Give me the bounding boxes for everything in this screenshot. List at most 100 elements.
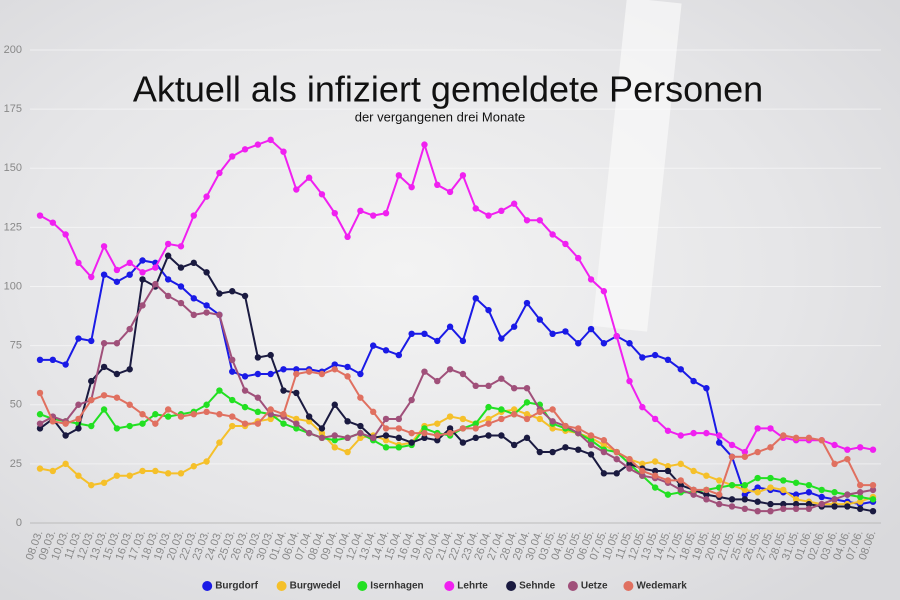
point — [549, 231, 556, 238]
point — [716, 439, 723, 446]
point — [408, 330, 415, 337]
point — [613, 470, 620, 477]
point — [446, 425, 454, 432]
point — [293, 366, 300, 373]
point — [177, 470, 185, 477]
point — [139, 302, 146, 309]
point — [113, 370, 121, 378]
legend-marker — [623, 581, 634, 591]
point — [831, 441, 838, 449]
point — [100, 340, 108, 347]
point — [805, 489, 813, 496]
point — [485, 382, 492, 390]
point — [677, 481, 684, 489]
point — [754, 474, 761, 482]
point — [75, 425, 82, 432]
legend-label: Sehnde — [519, 581, 556, 592]
point — [357, 429, 364, 437]
point — [408, 429, 415, 437]
point — [139, 269, 146, 276]
point — [677, 432, 684, 439]
point — [164, 470, 172, 477]
point — [767, 474, 774, 482]
point — [421, 429, 428, 437]
point — [780, 477, 787, 484]
point — [305, 174, 313, 181]
point — [780, 486, 787, 494]
point — [805, 434, 813, 442]
point — [100, 243, 108, 250]
point — [113, 340, 121, 347]
point — [421, 368, 428, 375]
point — [767, 507, 774, 515]
point — [639, 460, 646, 468]
legend-label: Uetze — [581, 581, 608, 592]
point — [139, 420, 146, 427]
point — [549, 425, 556, 432]
point — [434, 432, 441, 439]
point — [293, 370, 300, 378]
point — [536, 408, 543, 416]
point — [164, 292, 172, 300]
point — [100, 363, 108, 371]
point — [254, 141, 262, 148]
point — [318, 191, 326, 198]
chart-subtitle: der vergangenen drei Monate — [355, 109, 526, 124]
point — [792, 500, 800, 508]
point — [88, 337, 95, 345]
point — [216, 411, 223, 418]
point — [126, 401, 133, 408]
point — [587, 432, 595, 439]
point — [177, 264, 185, 271]
point — [177, 299, 185, 307]
point — [434, 181, 441, 189]
point — [767, 484, 774, 491]
point — [664, 427, 672, 434]
y-tick-label: 50 — [10, 399, 22, 411]
point — [485, 420, 492, 427]
point — [664, 477, 672, 484]
point — [677, 477, 684, 484]
point — [767, 425, 774, 432]
point — [434, 337, 441, 345]
point — [485, 306, 492, 314]
point — [344, 233, 351, 241]
point — [472, 382, 479, 390]
point — [267, 406, 274, 413]
point — [126, 472, 133, 479]
point — [690, 377, 697, 385]
point — [88, 273, 95, 281]
point — [395, 444, 403, 451]
point — [203, 408, 210, 416]
point — [203, 302, 210, 309]
point — [113, 394, 121, 401]
point — [75, 335, 82, 342]
point — [600, 340, 608, 347]
point — [446, 413, 454, 420]
point — [651, 351, 659, 359]
point — [241, 373, 249, 380]
point — [164, 252, 172, 259]
point — [139, 411, 146, 418]
point — [75, 401, 82, 408]
point — [216, 169, 223, 177]
point — [472, 434, 479, 442]
point — [75, 415, 82, 423]
chart-title: Aktuell als infiziert gemeldete Personen — [133, 69, 763, 110]
point — [216, 290, 223, 297]
point — [229, 413, 236, 420]
point — [523, 384, 531, 392]
point — [869, 507, 877, 515]
point — [395, 351, 403, 359]
point — [229, 368, 236, 375]
point — [113, 278, 121, 285]
point — [203, 309, 210, 316]
point — [754, 507, 761, 515]
point — [856, 498, 864, 505]
point — [370, 408, 377, 416]
legend-marker — [357, 581, 368, 591]
point — [190, 212, 197, 219]
y-tick-label: 175 — [4, 103, 22, 115]
point — [370, 434, 377, 442]
legend-marker — [202, 581, 213, 591]
